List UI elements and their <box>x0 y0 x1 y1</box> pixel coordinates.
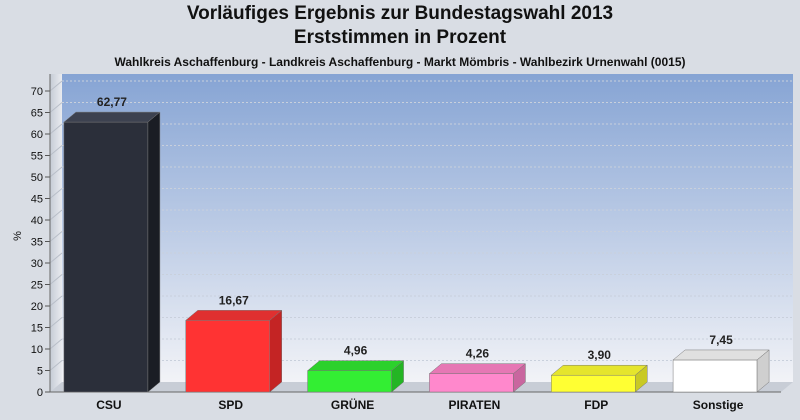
y-tick-label: 15 <box>31 323 43 335</box>
y-tick-label: 65 <box>31 108 43 120</box>
gridline-wall <box>49 252 63 264</box>
gridline-wall <box>49 338 63 350</box>
y-tick-label: 70 <box>31 86 43 98</box>
data-label: 62,77 <box>97 95 127 109</box>
bar-front <box>429 373 514 393</box>
gridline-wall <box>49 145 63 156</box>
bar-side <box>147 111 161 393</box>
x-tick-label: FDP <box>584 398 608 412</box>
chart-district-subtitle: Wahlkreis Aschaffenburg - Landkreis Asch… <box>114 55 686 69</box>
bar-front <box>185 320 270 393</box>
y-tick-label: 10 <box>31 344 43 356</box>
bar-top <box>185 310 283 321</box>
bar-front <box>672 359 758 393</box>
bar-sonstige <box>672 349 770 393</box>
x-tick-label: CSU <box>96 398 121 412</box>
chart-title: Vorläufiges Ergebnis zur Bundestagswahl … <box>186 3 614 24</box>
bar-front <box>551 374 636 393</box>
bar-top <box>63 111 161 123</box>
gridline-wall <box>49 102 63 113</box>
gridline-wall <box>49 123 63 135</box>
bar-fdp <box>550 364 648 393</box>
y-tick-label: 20 <box>31 301 43 313</box>
gridline-wall <box>49 209 63 221</box>
data-label: 16,67 <box>219 293 249 307</box>
y-tick-label: 25 <box>31 280 43 292</box>
bar-side <box>513 363 526 393</box>
y-tick-label: 5 <box>37 366 43 378</box>
bar-side <box>635 364 648 393</box>
y-tick-label: 55 <box>31 151 43 163</box>
x-tick-label: SPD <box>218 398 243 412</box>
bar-top <box>550 364 648 376</box>
plot-area <box>62 74 793 382</box>
data-label: 7,45 <box>709 333 733 347</box>
x-tick-label: GRÜNE <box>331 397 374 412</box>
x-tick-label: PIRATEN <box>449 398 501 412</box>
x-tick-label: Sonstige <box>693 398 744 412</box>
y-tick-label: 35 <box>31 237 43 249</box>
bar-front <box>307 370 392 393</box>
gridline-wall <box>49 317 63 328</box>
y-tick-label: 50 <box>31 172 43 184</box>
gridline-wall <box>49 166 63 178</box>
bar-front <box>63 121 149 393</box>
y-tick-label: 60 <box>31 129 43 141</box>
bar-top <box>672 349 770 361</box>
y-tick-label: 45 <box>31 194 43 206</box>
bar-top <box>428 363 527 374</box>
bar-side <box>756 349 770 393</box>
gridline-wall <box>49 274 63 285</box>
gridline-wall <box>49 231 63 242</box>
data-label: 4,96 <box>344 344 368 358</box>
bar-side <box>391 360 404 393</box>
gridline-wall <box>49 360 63 371</box>
y-axis-label: % <box>12 231 24 241</box>
chart-subtitle: Erststimmen in Prozent <box>293 27 507 48</box>
bar-side <box>269 309 282 393</box>
data-label: 3,90 <box>588 348 612 362</box>
bar-csu <box>63 111 161 393</box>
gridline-wall <box>49 295 63 307</box>
bar-grüne <box>306 360 405 393</box>
bar-piraten <box>428 363 527 393</box>
gridline-wall <box>49 188 63 199</box>
bar-top <box>306 360 405 371</box>
data-label: 4,26 <box>466 347 490 361</box>
y-tick-label: 40 <box>31 215 43 227</box>
y-tick-label: 30 <box>31 258 43 270</box>
y-tick-label: 0 <box>37 387 43 399</box>
gridline-wall <box>49 80 63 92</box>
bar-spd <box>185 309 283 393</box>
